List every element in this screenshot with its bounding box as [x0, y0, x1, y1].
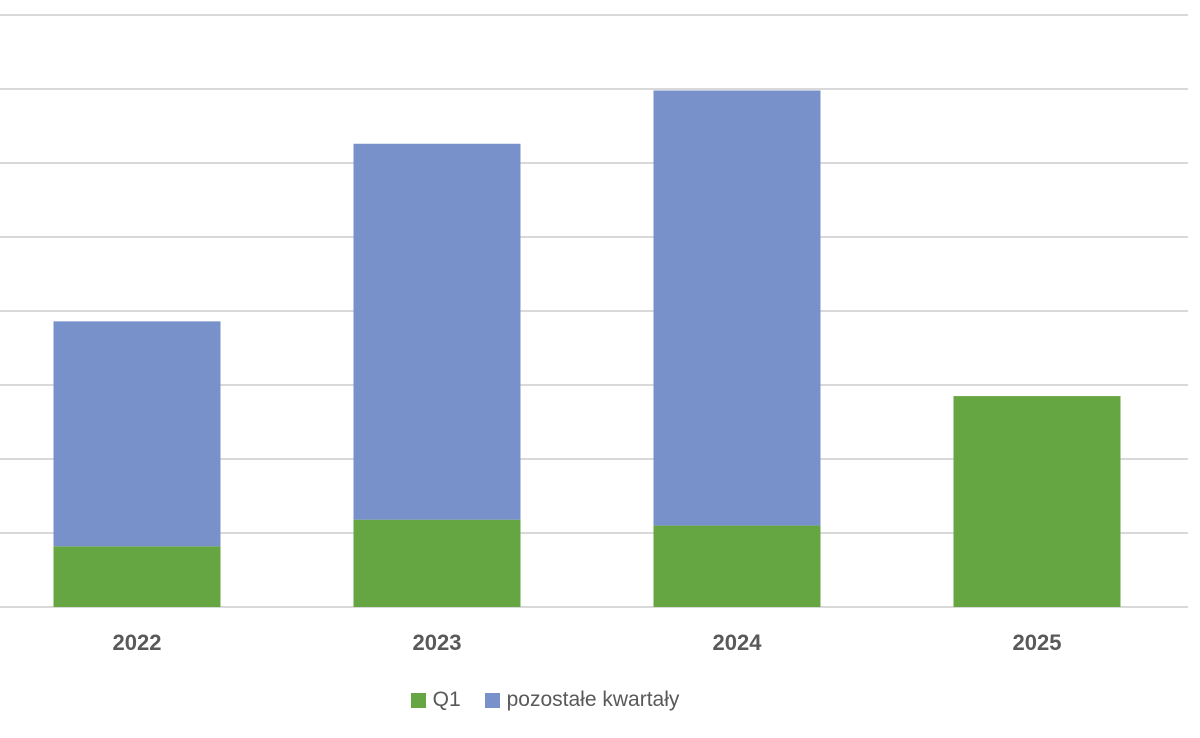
bar-remaining-quarters-2023	[353, 143, 521, 520]
bar-remaining-quarters-2022	[53, 321, 221, 547]
bar-q1-2024	[653, 525, 821, 607]
legend-swatch-remaining-quarters	[484, 692, 500, 708]
legend-swatch-q1	[410, 692, 426, 708]
bar-q1-2023	[353, 519, 521, 607]
stacked-bar-chart: 2022 2023 2024 2025	[0, 14, 1188, 655]
bar-q1-2025	[953, 396, 1121, 607]
bar-q1-2022	[53, 546, 221, 607]
legend-item-q1: Q1	[410, 688, 461, 712]
x-tick-label-2022: 2022	[113, 630, 162, 655]
legend-label-remaining-quarters: pozostałe kwartały	[506, 688, 680, 711]
legend-label-q1: Q1	[432, 688, 461, 711]
x-tick-label-2025: 2025	[1013, 630, 1062, 655]
bar-remaining-quarters-2024	[653, 90, 821, 526]
x-tick-label-2024: 2024	[713, 630, 763, 655]
legend-item-remaining-quarters: pozostałe kwartały	[484, 688, 680, 712]
x-tick-label-2023: 2023	[413, 630, 462, 655]
legend: Q1 pozostałe kwartały	[0, 688, 1090, 712]
